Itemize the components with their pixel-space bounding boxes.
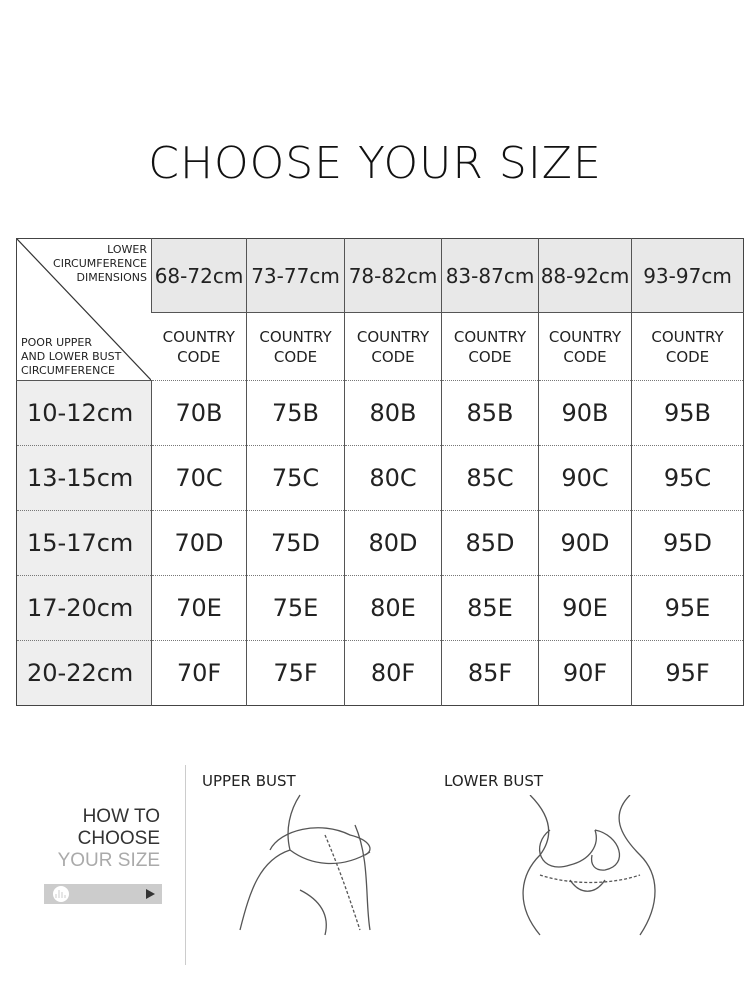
lower-bust-illustration	[522, 795, 656, 936]
upper-bust-label: UPPER BUST	[202, 772, 296, 790]
size-cell: 75B	[246, 380, 345, 446]
play-icon[interactable]	[146, 889, 156, 899]
row-label: 20-22cm	[16, 640, 152, 706]
corner-label: CIRCUMFERENCE	[21, 364, 115, 377]
size-cell: 85E	[441, 575, 539, 641]
corner-label: CIRCUMFERENCE	[53, 257, 147, 270]
subheader-line: CODE	[273, 347, 318, 366]
country-code-header: COUNTRY CODE	[538, 312, 632, 381]
size-cell: 85D	[441, 510, 539, 576]
table-row: 13-15cm 70C 75C 80C 85C 90C 95C	[16, 445, 744, 511]
size-cell: 80F	[344, 640, 442, 706]
upper-bust-illustration	[239, 794, 371, 936]
size-cell: 90C	[538, 445, 632, 511]
audio-icon	[53, 886, 69, 902]
country-code-header: COUNTRY CODE	[631, 312, 744, 381]
size-cell: 85C	[441, 445, 539, 511]
size-cell: 80D	[344, 510, 442, 576]
table-row: 15-17cm 70D 75D 80D 85D 90D 95D	[16, 510, 744, 576]
country-code-header: COUNTRY CODE	[441, 312, 539, 381]
subheader-line: COUNTRY	[548, 327, 622, 346]
size-chart-table: LOWER CIRCUMFERENCE DIMENSIONS POOR UPPER A…	[16, 238, 744, 706]
table-row: 10-12cm 70B 75B 80B 85B 90B 95B	[16, 380, 744, 446]
table-row: 20-22cm 70F 75F 80F 85F 90F 95F	[16, 640, 744, 706]
size-cell: 70F	[151, 640, 247, 706]
subheader-line: COUNTRY	[453, 327, 527, 346]
corner-label: AND LOWER BUST	[21, 350, 122, 363]
page-title: CHOOSE YOUR SIZE	[148, 138, 602, 189]
row-label: 17-20cm	[16, 575, 152, 641]
size-cell: 75D	[246, 510, 345, 576]
video-bar[interactable]	[44, 884, 162, 904]
size-cell: 85F	[441, 640, 539, 706]
size-cell: 75F	[246, 640, 345, 706]
corner-label: POOR UPPER	[21, 336, 93, 349]
size-cell: 95E	[631, 575, 744, 641]
column-header: 68-72cm	[151, 238, 247, 313]
column-header: 78-82cm	[344, 238, 442, 313]
subheader-line: COUNTRY	[651, 327, 724, 346]
column-header: 93-97cm	[631, 238, 744, 313]
how-line: CHOOSE	[77, 828, 160, 849]
size-cell: 90E	[538, 575, 632, 641]
size-cell: 75C	[246, 445, 345, 511]
size-cell: 80B	[344, 380, 442, 446]
subheader-line: CODE	[177, 347, 221, 366]
subheader-line: CODE	[468, 347, 512, 366]
size-cell: 90B	[538, 380, 632, 446]
size-cell: 70E	[151, 575, 247, 641]
subheader-line: COUNTRY	[356, 327, 430, 346]
subheader-line: CODE	[563, 347, 607, 366]
size-cell: 70C	[151, 445, 247, 511]
size-cell: 85B	[441, 380, 539, 446]
corner-cell: LOWER CIRCUMFERENCE DIMENSIONS POOR UPPER A…	[16, 238, 152, 381]
column-header: 73-77cm	[246, 238, 345, 313]
table-row: 17-20cm 70E 75E 80E 85E 90E 95E	[16, 575, 744, 641]
row-label: 13-15cm	[16, 445, 152, 511]
subheader-line: COUNTRY	[162, 327, 235, 346]
size-cell: 90F	[538, 640, 632, 706]
size-cell: 95D	[631, 510, 744, 576]
how-to-heading: HOW TO CHOOSE YOUR SIZE	[58, 806, 160, 872]
size-cell: 95B	[631, 380, 744, 446]
country-code-header: COUNTRY CODE	[151, 312, 247, 381]
subheader-line: CODE	[371, 347, 415, 366]
size-cell: 95C	[631, 445, 744, 511]
size-cell: 95F	[631, 640, 744, 706]
size-cell: 80E	[344, 575, 442, 641]
size-cell: 70D	[151, 510, 247, 576]
size-cell: 90D	[538, 510, 632, 576]
column-header: 88-92cm	[538, 238, 632, 313]
divider	[185, 765, 186, 965]
subheader-line: COUNTRY	[259, 327, 332, 346]
country-code-header: COUNTRY CODE	[246, 312, 345, 381]
size-cell: 70B	[151, 380, 247, 446]
how-line: YOUR SIZE	[57, 850, 160, 871]
size-cell: 75E	[246, 575, 345, 641]
row-label: 15-17cm	[16, 510, 152, 576]
corner-label: DIMENSIONS	[76, 271, 147, 284]
how-line: HOW TO	[82, 806, 160, 827]
size-cell: 80C	[344, 445, 442, 511]
row-label: 10-12cm	[16, 380, 152, 446]
lower-bust-label: LOWER BUST	[444, 772, 544, 790]
column-header: 83-87cm	[441, 238, 539, 313]
country-code-header: COUNTRY CODE	[344, 312, 442, 381]
subheader-line: CODE	[665, 347, 710, 366]
corner-label: LOWER	[107, 243, 147, 256]
